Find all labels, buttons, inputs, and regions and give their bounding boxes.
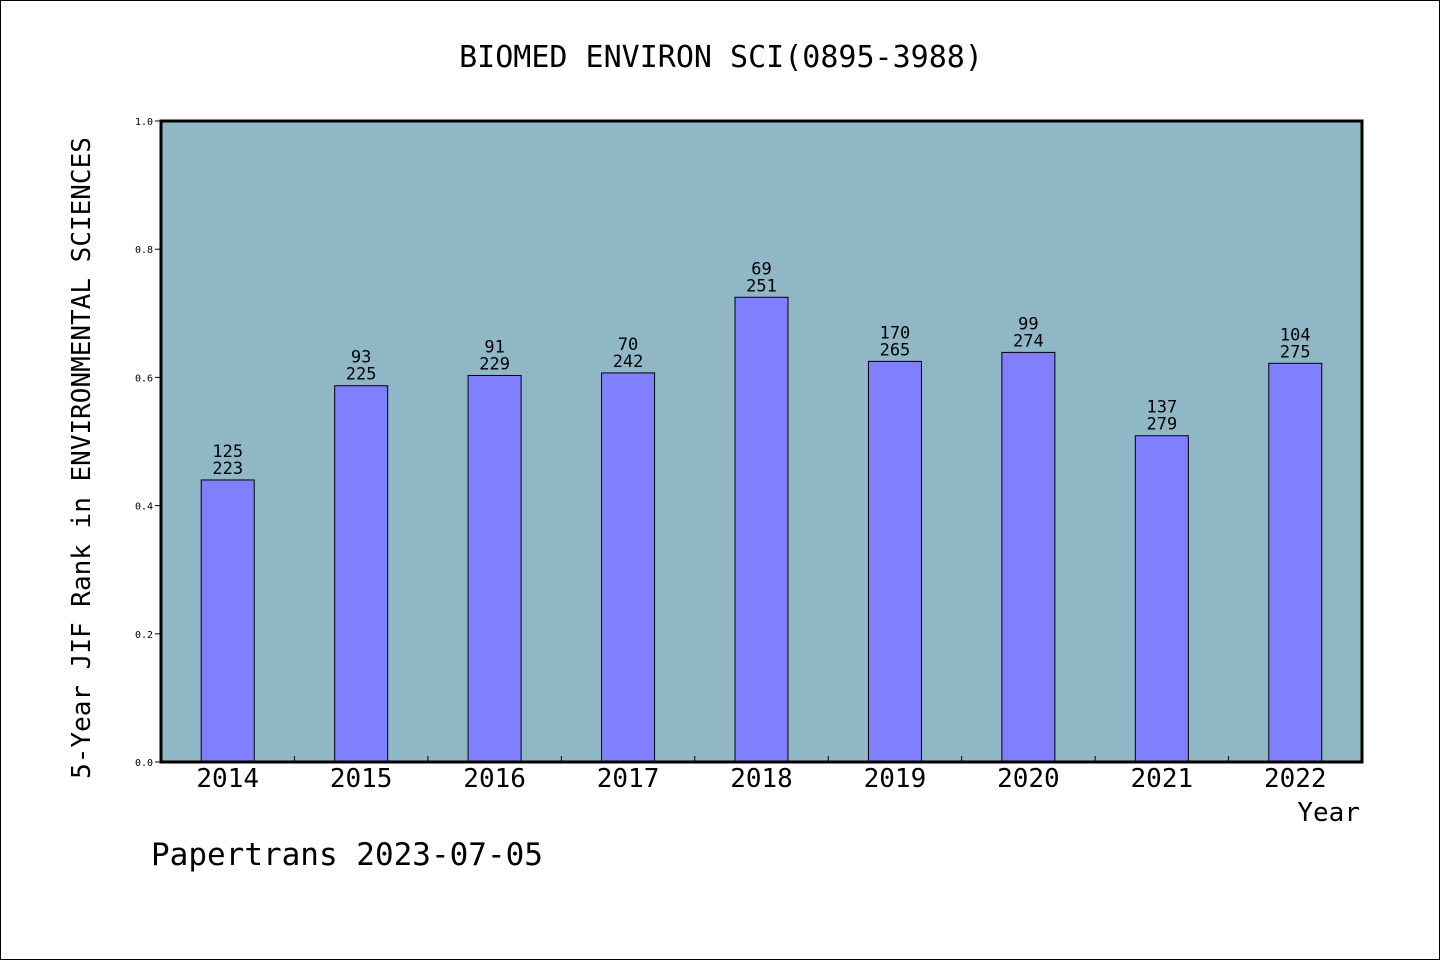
bar-rank-label: 125 — [212, 442, 243, 462]
bar-rank-label: 137 — [1146, 398, 1177, 418]
y-axis-label: 5-Year JIF Rank in ENVIRONMENTAL SCIENCE… — [67, 137, 97, 779]
bar-total-label: 229 — [479, 354, 510, 374]
bar-total-label: 225 — [346, 365, 377, 385]
footer-credit: Papertrans 2023-07-05 — [151, 837, 543, 873]
bar-rank-label: 69 — [751, 259, 771, 279]
bar-total-label: 251 — [746, 276, 777, 296]
x-tick-label: 2019 — [864, 764, 927, 794]
y-tick-label: 1.0 — [135, 117, 153, 128]
bars-layer — [200, 296, 1323, 763]
bar-total-label: 275 — [1280, 342, 1311, 362]
bar-rank-label: 99 — [1018, 314, 1038, 334]
axis-layer: 2014 2015 2016 2017 2018 2019 2020 2021 2022 0.0 0… — [135, 117, 1327, 794]
x-tick-label: 2020 — [997, 764, 1060, 794]
bar-2017 — [601, 372, 656, 763]
bar-2019 — [867, 360, 922, 763]
bar-2018 — [734, 296, 789, 763]
bar-2014 — [200, 479, 255, 763]
chart-title: BIOMED ENVIRON SCI(0895-3988) — [459, 40, 983, 75]
bar-2016 — [467, 374, 522, 763]
x-tick-label: 2016 — [463, 764, 526, 794]
x-tick-label: 2015 — [330, 764, 393, 794]
x-tick-label: 2018 — [730, 764, 793, 794]
y-tick-label: 0.0 — [135, 758, 153, 769]
bar-2020 — [1001, 351, 1056, 763]
bar-rank-label: 91 — [484, 337, 504, 357]
plot-border — [159, 119, 1364, 764]
x-tick-label: 2022 — [1264, 764, 1327, 794]
y-tick-label: 0.8 — [135, 245, 153, 256]
bar-total-label: 242 — [613, 352, 644, 372]
bar-rank-label: 93 — [351, 348, 371, 368]
bar-total-label: 223 — [212, 459, 243, 479]
y-tick-label: 0.4 — [135, 502, 153, 513]
bar-total-label: 279 — [1146, 415, 1177, 435]
x-tick-label: 2021 — [1131, 764, 1194, 794]
bar-rank-label: 70 — [618, 335, 638, 355]
bar-2015 — [334, 385, 389, 763]
y-tick-label: 0.2 — [135, 630, 153, 641]
bar-total-label: 274 — [1013, 331, 1044, 351]
x-tick-label: 2014 — [196, 764, 259, 794]
bar-total-label: 265 — [880, 340, 911, 360]
y-tick-label: 0.6 — [135, 373, 153, 384]
bar-2021 — [1134, 435, 1189, 763]
bar-rank-label: 170 — [880, 323, 911, 343]
bar-rank-label: 104 — [1280, 325, 1311, 345]
x-tick-label: 2017 — [597, 764, 660, 794]
bar-2022 — [1268, 362, 1323, 763]
x-axis-label: Year — [1297, 798, 1360, 828]
